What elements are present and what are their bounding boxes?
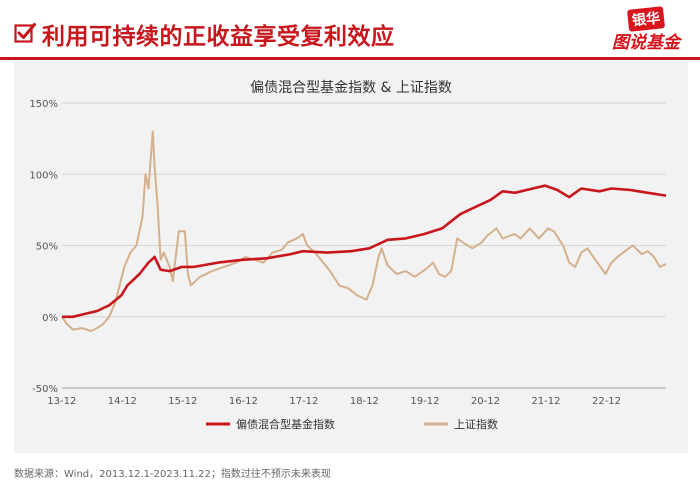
x-tick-label: 19-12	[410, 396, 439, 407]
series-line	[61, 130, 667, 332]
x-tick-label: 18-12	[350, 396, 379, 407]
legend-label: 上证指数	[454, 417, 498, 431]
x-tick-label: 13-12	[47, 396, 76, 407]
x-tick-label: 21-12	[531, 396, 560, 407]
y-tick-label: 0%	[42, 313, 58, 324]
header-rule	[0, 57, 700, 60]
brand-logo: 银华 图说基金	[612, 6, 694, 54]
y-tick-label: 50%	[36, 242, 58, 253]
chart-title: 偏债混合型基金指数 & 上证指数	[250, 79, 452, 96]
y-tick-label: 150%	[29, 99, 58, 110]
footnote: 数据来源：Wind，2013.12.1-2023.11.22；指数过往不预示未来…	[14, 469, 331, 480]
x-tick-label: 20-12	[471, 396, 500, 407]
chart-panel: 偏债混合型基金指数 & 上证指数 150% 100% 50% 0% -50% 13-12 1…	[14, 62, 688, 453]
logo-bottom-text: 图说基金	[612, 33, 680, 53]
header: 利用可持续的正收益享受复利效应 银华 图说基金	[0, 0, 700, 62]
checkbox-check-icon	[14, 23, 36, 43]
x-tick-label: 17-12	[289, 396, 318, 407]
y-tick-label: 100%	[29, 170, 58, 181]
x-tick-label: 16-12	[229, 396, 258, 407]
series-line	[62, 184, 667, 319]
x-tick-label: 14-12	[108, 396, 137, 407]
page-headline: 利用可持续的正收益享受复利效应	[42, 24, 395, 50]
legend-label: 偏债混合型基金指数	[236, 417, 335, 431]
line-chart: 偏债混合型基金指数 & 上证指数 150% 100% 50% 0% -50%13-12 1…	[29, 79, 667, 431]
x-tick-label: 15-12	[168, 396, 197, 407]
x-tick-label: 22-12	[592, 396, 621, 407]
y-tick-label: -50%	[32, 384, 58, 395]
